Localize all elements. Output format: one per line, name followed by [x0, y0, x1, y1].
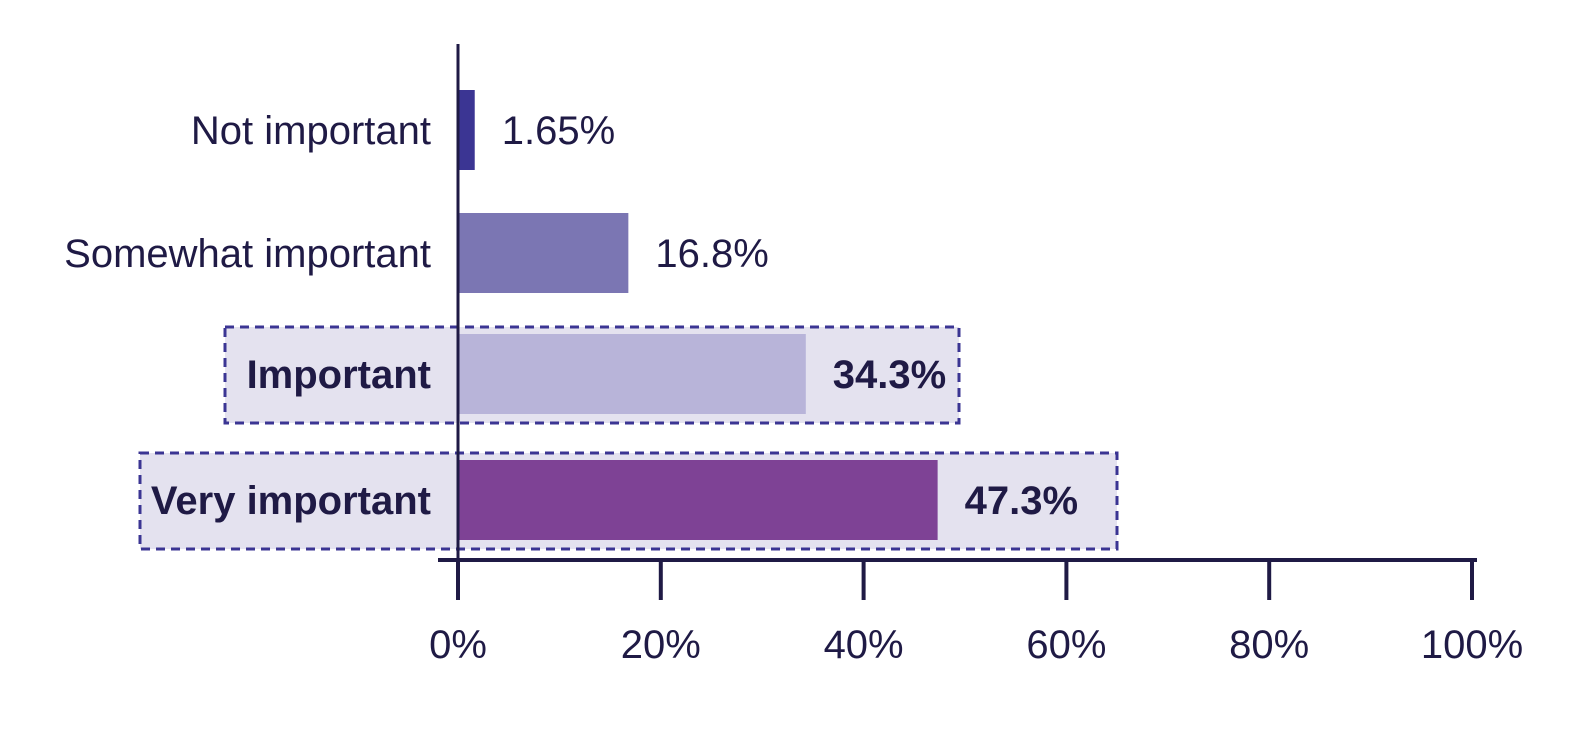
- bar-important: [458, 334, 806, 414]
- x-tick-label-40: 40%: [824, 623, 904, 667]
- axes-layer: [438, 44, 1477, 600]
- value-label-important: 34.3%: [833, 353, 946, 397]
- bars-layer: [458, 90, 938, 540]
- value-label-very-important: 47.3%: [965, 479, 1078, 523]
- category-label-somewhat-important: Somewhat important: [64, 232, 431, 276]
- x-tick-label-60: 60%: [1026, 623, 1106, 667]
- category-label-important: Important: [247, 353, 431, 397]
- category-label-very-important: Very important: [151, 479, 431, 523]
- labels-layer: 0% 20% 40% 60% 80% 100% Not important 1.65% Some…: [64, 109, 1523, 667]
- value-label-not-important: 1.65%: [502, 109, 615, 153]
- x-tick-label-100: 100%: [1421, 623, 1523, 667]
- x-tick-label-20: 20%: [621, 623, 701, 667]
- x-tick-label-80: 80%: [1229, 623, 1309, 667]
- value-label-somewhat-important: 16.8%: [655, 232, 768, 276]
- category-label-not-important: Not important: [191, 109, 431, 153]
- x-tick-label-0: 0%: [429, 623, 487, 667]
- bar-very-important: [458, 460, 938, 540]
- bar-not-important: [458, 90, 475, 170]
- bar-somewhat-important: [458, 213, 629, 293]
